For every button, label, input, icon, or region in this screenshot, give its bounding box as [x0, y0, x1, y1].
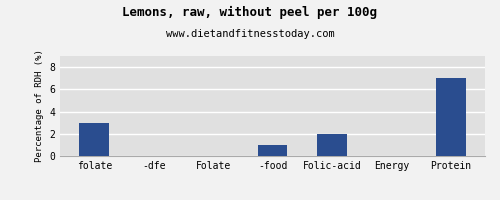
Bar: [80, 123, 109, 156]
Bar: [317, 134, 347, 156]
Bar: [258, 145, 288, 156]
Bar: [436, 78, 466, 156]
Text: www.dietandfitnesstoday.com: www.dietandfitnesstoday.com: [166, 29, 334, 39]
Text: Lemons, raw, without peel per 100g: Lemons, raw, without peel per 100g: [122, 6, 378, 19]
Y-axis label: Percentage of RDH (%): Percentage of RDH (%): [34, 50, 43, 162]
